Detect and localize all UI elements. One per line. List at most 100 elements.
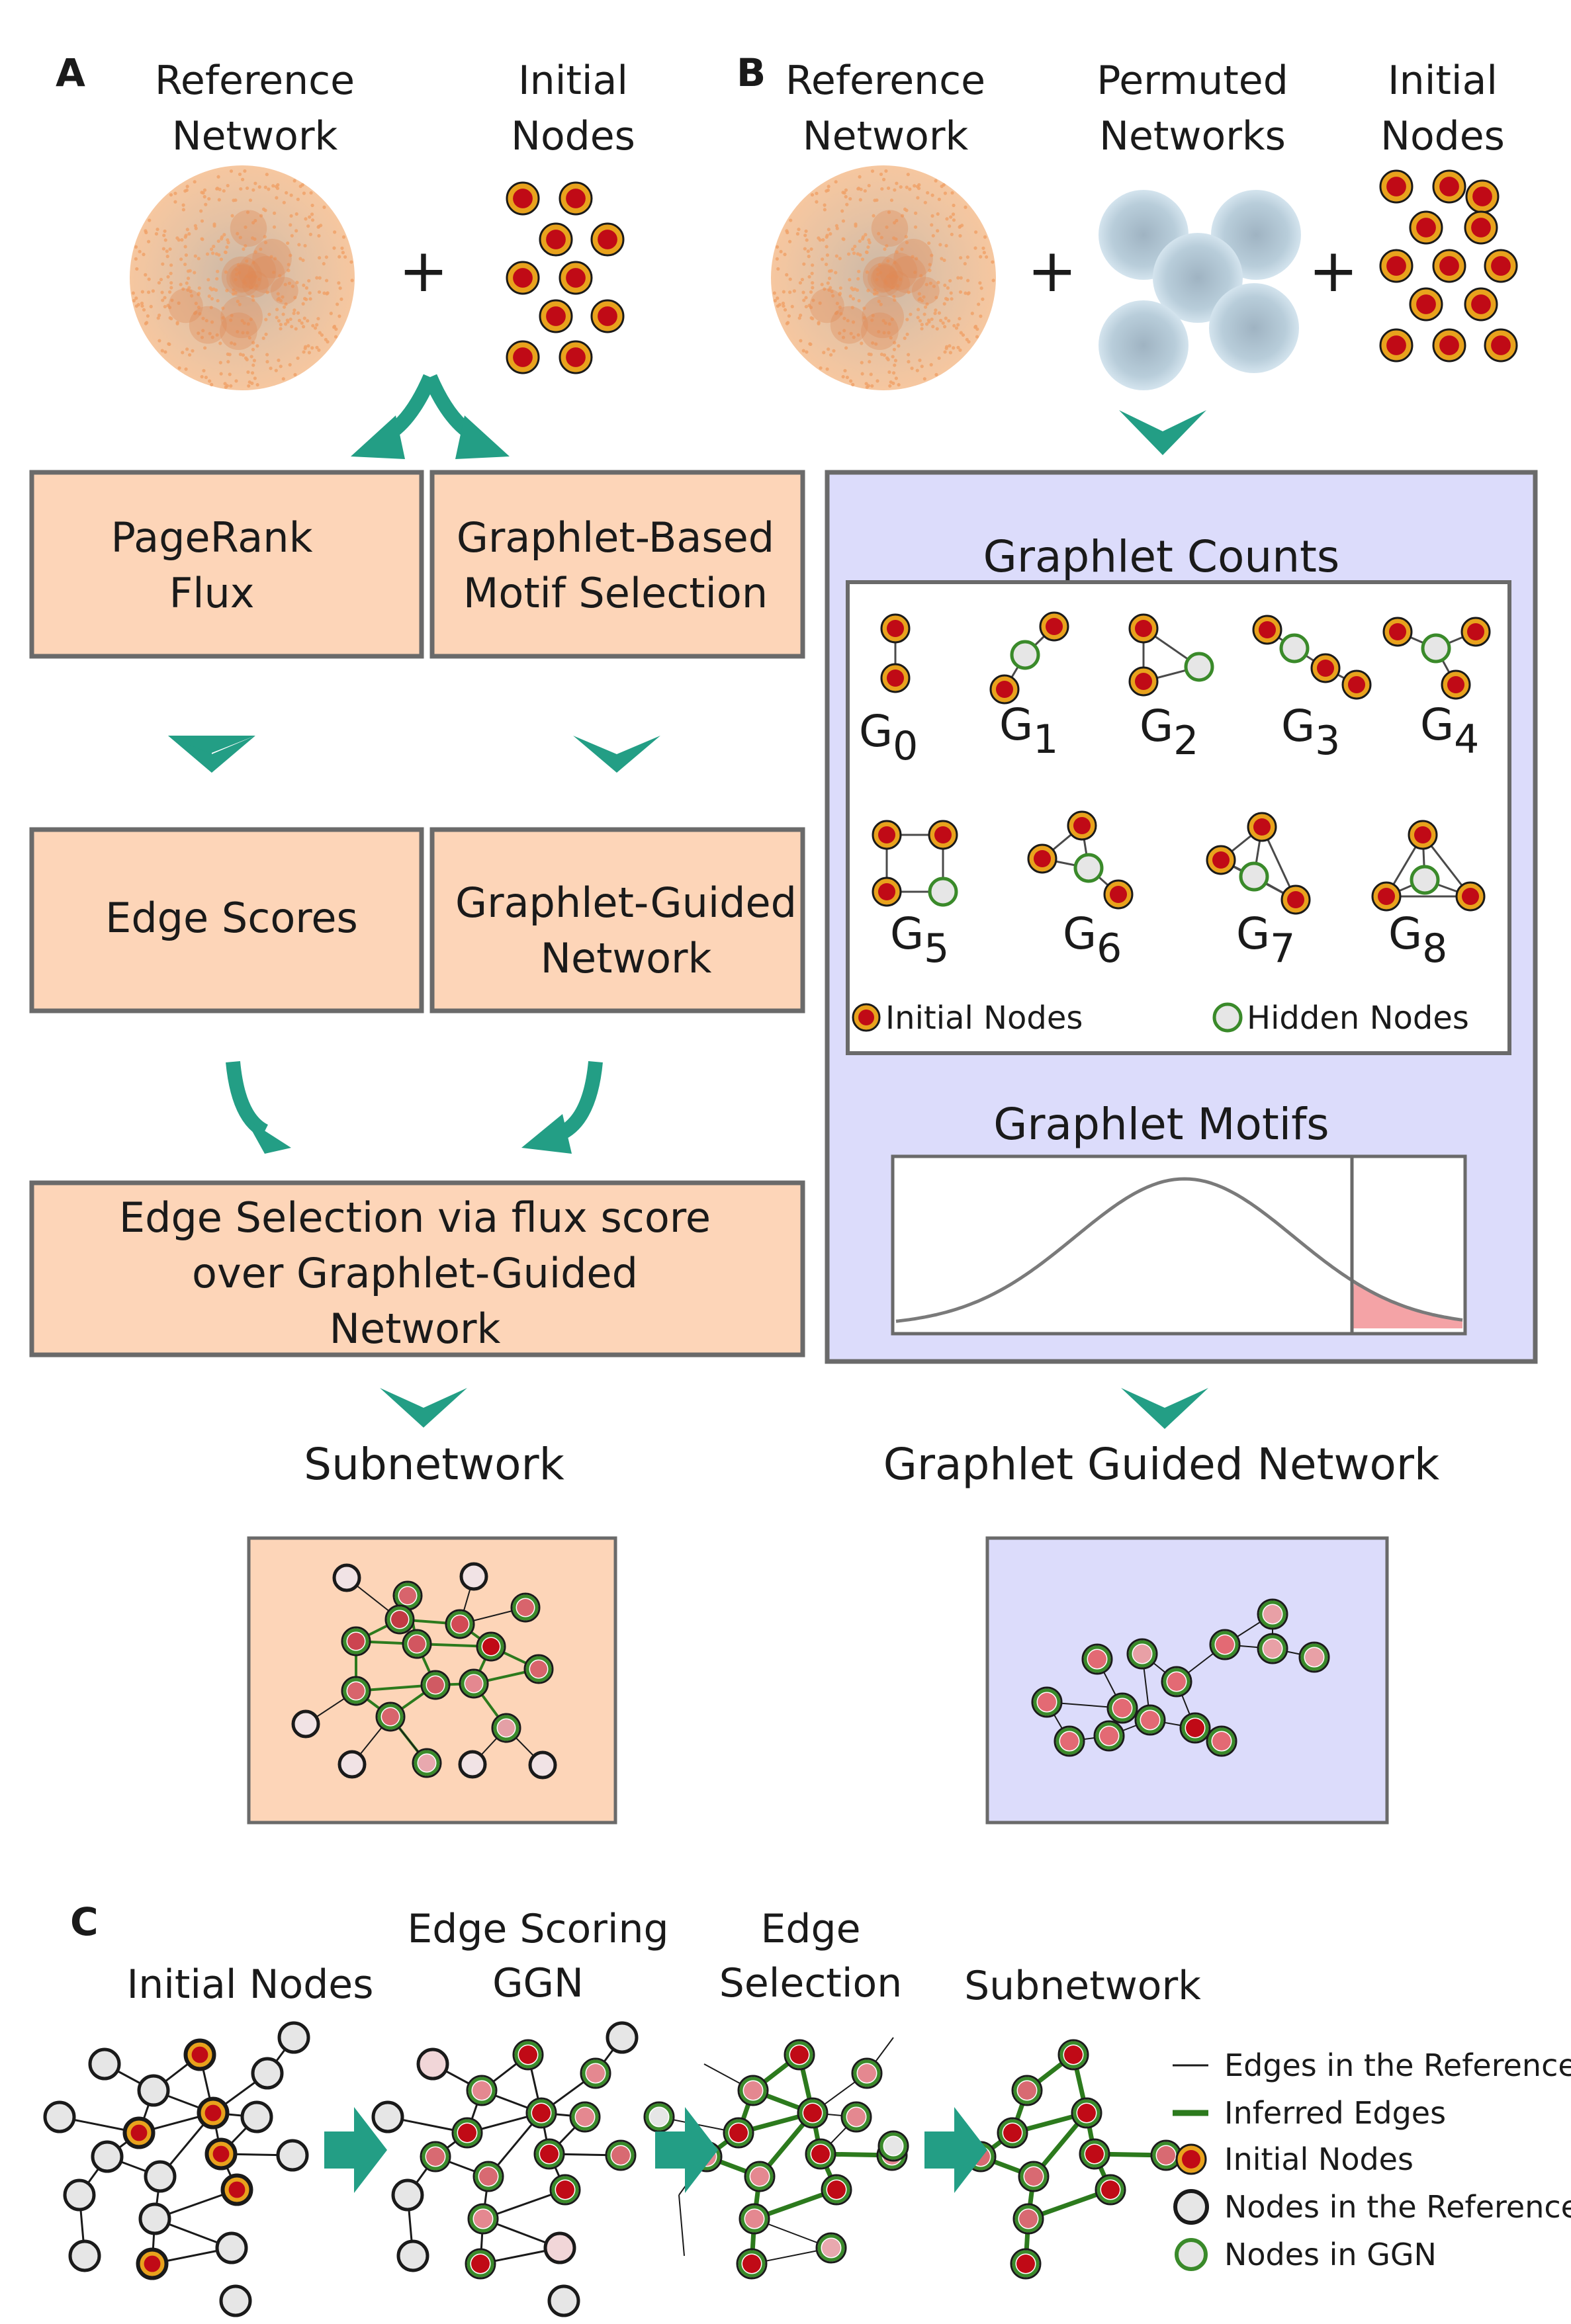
network-dot (197, 292, 201, 296)
network-dot (884, 169, 888, 173)
network-dot (922, 377, 926, 381)
ggn-node-ring (823, 2176, 850, 2204)
network-dot (294, 229, 298, 233)
network-dot (803, 234, 807, 237)
network-dot (825, 189, 829, 193)
network-dot (318, 256, 322, 260)
ggn-node-ring (474, 2163, 502, 2190)
initial-node-core (130, 2124, 148, 2141)
network-dot (219, 257, 224, 261)
network-dot (304, 286, 308, 290)
network-dot (250, 381, 254, 385)
initial-node-core (877, 826, 896, 844)
ggn-node-core (1085, 2145, 1104, 2163)
network-dot (253, 376, 257, 380)
network-dot (938, 243, 942, 247)
network-dot (204, 319, 208, 323)
network-dot (934, 179, 938, 183)
ggn-node-core (1113, 1699, 1132, 1717)
ggn-node-ring (1163, 1668, 1190, 1696)
network-dot (341, 235, 346, 239)
network-dot (289, 317, 292, 322)
network-dot (197, 257, 201, 261)
initial-node-core (228, 2181, 246, 2198)
network-dot (809, 290, 813, 294)
network-dot (790, 304, 794, 309)
network-dot (866, 245, 870, 249)
orange-dots (772, 169, 995, 389)
initial-node-core (1134, 672, 1153, 691)
network-dot (294, 212, 298, 216)
network-cluster (247, 256, 285, 294)
network-dot (310, 218, 315, 222)
network-dot (903, 336, 907, 340)
network-dot (231, 292, 236, 296)
network-dot (289, 193, 293, 197)
network-dot (892, 347, 897, 351)
network-dot (177, 366, 181, 370)
network-dot (282, 305, 287, 309)
network-dot (804, 229, 808, 234)
network-dot (210, 288, 214, 292)
network-dot (831, 294, 835, 298)
network-dot (864, 382, 868, 386)
network-dot (886, 259, 890, 263)
network-dot (948, 344, 952, 348)
network-dot (210, 251, 215, 255)
graphlet-label: G0 (859, 706, 918, 769)
legend-reference-node-icon (1173, 2189, 1209, 2225)
network-dot (788, 277, 792, 281)
network-dot (249, 274, 254, 278)
network-dot (179, 282, 183, 286)
network-dot (226, 360, 230, 364)
network-dot (785, 273, 789, 277)
network-dot (940, 185, 944, 189)
ggn-node-ring (853, 2059, 881, 2087)
network-dot (871, 314, 875, 318)
network-dot (797, 316, 801, 320)
network-dot (168, 247, 172, 251)
network-dot (937, 311, 942, 315)
network-dot (208, 379, 212, 383)
network-dot (891, 371, 896, 375)
network-dot (839, 312, 843, 316)
network-dot (897, 344, 901, 348)
network-dot (254, 284, 258, 288)
initial-node-core (598, 306, 617, 326)
graphlet-counts-box (846, 580, 1511, 1055)
initial-node-core (1258, 621, 1277, 639)
ggn-node-core (847, 2108, 866, 2126)
network-dot (251, 363, 255, 367)
ggn-node-ring (817, 2234, 845, 2262)
network-dot (183, 245, 187, 249)
network-dot (935, 327, 939, 331)
a-reference-network-icon (130, 165, 355, 390)
reference-node (459, 1562, 488, 1591)
graphlet-guided-line2: Network (541, 934, 712, 982)
network-dot (147, 290, 151, 294)
network-dot (185, 228, 189, 232)
ggn-node-core (382, 1708, 399, 1725)
network-dot (929, 363, 933, 366)
network-dot (783, 253, 787, 257)
network-dot (856, 288, 860, 292)
network-dot (913, 184, 917, 188)
network-dot (819, 366, 823, 370)
network-dot (870, 169, 875, 173)
ggn-node-ring (422, 1672, 449, 1698)
network-dot (181, 351, 185, 355)
network-dot (893, 261, 897, 265)
hidden-node (928, 877, 958, 907)
ggn-node-core (474, 2210, 492, 2228)
network-dot (895, 218, 899, 223)
reference-node (458, 1750, 487, 1779)
network-dot (893, 359, 898, 363)
hidden-node (1279, 633, 1310, 664)
network-dot (783, 308, 787, 312)
network-dot (975, 327, 979, 331)
b-reference-network-icon (771, 165, 996, 390)
network-dot (931, 325, 935, 329)
network-dot (350, 279, 354, 282)
network-dot (263, 185, 267, 189)
